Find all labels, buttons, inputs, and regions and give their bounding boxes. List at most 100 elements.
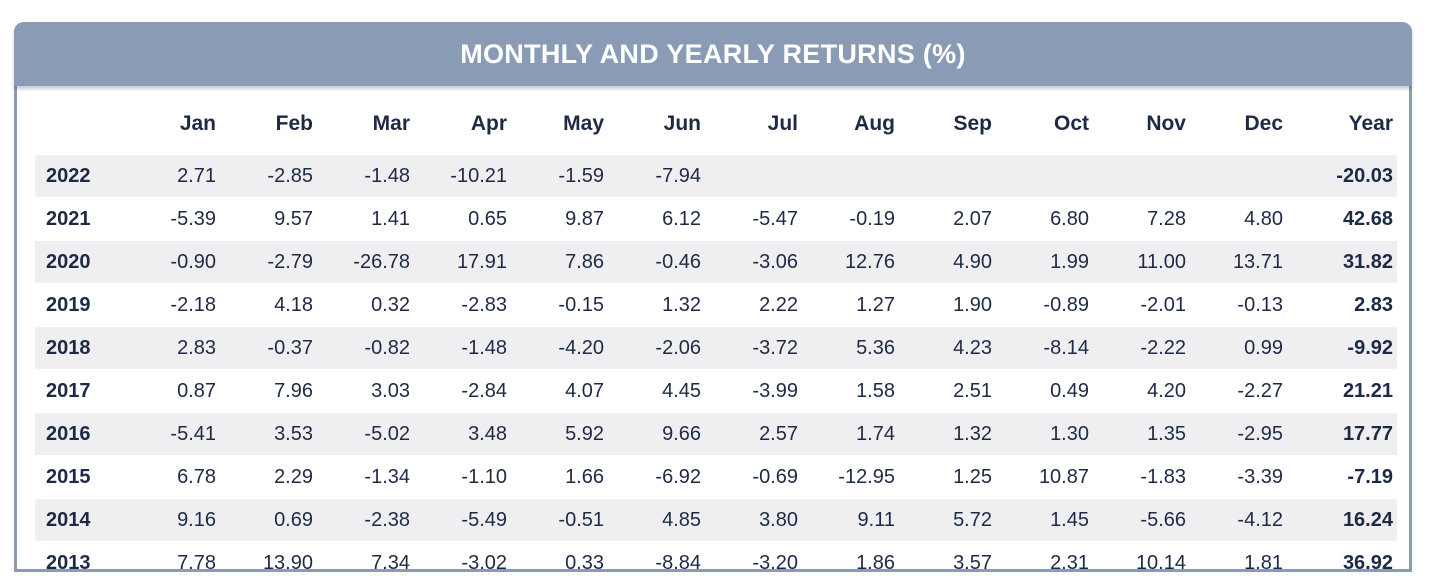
monthly-return-cell: 13.90 [220,541,317,585]
monthly-return-cell: 3.80 [705,498,802,542]
monthly-return-cell: 2.29 [220,455,317,499]
monthly-return-cell: -8.84 [608,541,705,585]
monthly-return-cell: 1.81 [1190,541,1287,585]
monthly-return-cell: -0.13 [1190,283,1287,327]
table-row: 2020 -0.90 -2.79 -26.78 17.91 7.86 -0.46 -3.06 1… [35,240,1397,284]
monthly-return-cell [1190,154,1287,198]
monthly-return-cell: -1.10 [414,455,511,499]
row-year-label: 2015 [35,455,123,499]
yearly-return-cell: -20.03 [1287,154,1397,198]
monthly-return-cell: 1.32 [608,283,705,327]
column-header-nov: Nov [1146,111,1186,135]
monthly-return-cell: -2.01 [1093,283,1190,327]
column-header-may: May [563,111,604,135]
monthly-return-cell: -4.12 [1190,498,1287,542]
monthly-return-cell: 1.58 [802,369,899,413]
monthly-return-cell: -7.94 [608,154,705,198]
monthly-return-cell: -2.84 [414,369,511,413]
monthly-return-cell: 2.07 [899,197,996,241]
column-header-apr: Apr [470,111,507,135]
monthly-return-cell: -5.47 [705,197,802,241]
monthly-return-cell: -1.83 [1093,455,1190,499]
column-header-sep: Sep [953,111,992,135]
yearly-return-cell: 2.83 [1287,283,1397,327]
monthly-return-cell: 10.87 [996,455,1093,499]
monthly-return-cell [1093,154,1190,198]
returns-table: Jan Feb Mar Apr May Jun Jul Aug Sep Oct … [35,93,1397,585]
yearly-return-cell: 16.24 [1287,498,1397,542]
monthly-return-cell: -0.90 [123,240,220,284]
header-row: Jan Feb Mar Apr May Jun Jul Aug Sep Oct … [35,93,1397,155]
monthly-return-cell: 1.32 [899,412,996,456]
monthly-return-cell: -4.20 [511,326,608,370]
row-year-label: 2022 [35,154,123,198]
table-row: 2014 9.16 0.69 -2.38 -5.49 -0.51 4.85 3.80 9.11 5… [35,498,1397,542]
monthly-return-cell: -3.20 [705,541,802,585]
column-header-feb: Feb [275,111,313,135]
monthly-return-cell: -3.02 [414,541,511,585]
table-row: 2017 0.87 7.96 3.03 -2.84 4.07 4.45 -3.99 1.58 2.… [35,369,1397,413]
monthly-return-cell: -3.72 [705,326,802,370]
table-row: 2022 2.71 -2.85 -1.48 -10.21 -1.59 -7.94 -20.03 [35,154,1397,198]
monthly-return-cell: 1.35 [1093,412,1190,456]
monthly-return-cell: 5.92 [511,412,608,456]
monthly-return-cell: -3.06 [705,240,802,284]
column-header-oct: Oct [1053,111,1089,135]
monthly-return-cell: -1.59 [511,154,608,198]
monthly-return-cell: -0.51 [511,498,608,542]
table-row: 2015 6.78 2.29 -1.34 -1.10 1.66 -6.92 -0.69 -12.… [35,455,1397,499]
monthly-return-cell: -0.37 [220,326,317,370]
row-year-label: 2013 [35,541,123,585]
table-header: Jan Feb Mar Apr May Jun Jul Aug Sep Oct … [35,93,1397,155]
monthly-return-cell: 2.57 [705,412,802,456]
monthly-return-cell: 4.45 [608,369,705,413]
monthly-return-cell: 9.87 [511,197,608,241]
monthly-return-cell: 7.34 [317,541,414,585]
row-year-label: 2019 [35,283,123,327]
monthly-return-cell: 1.27 [802,283,899,327]
table-title: MONTHLY AND YEARLY RETURNS (%) [14,22,1412,86]
monthly-return-cell [705,154,802,198]
yearly-return-cell: 42.68 [1287,197,1397,241]
column-header-dec: Dec [1244,111,1283,135]
monthly-return-cell: 6.78 [123,455,220,499]
monthly-return-cell: 17.91 [414,240,511,284]
monthly-return-cell: -5.39 [123,197,220,241]
monthly-return-cell: 1.41 [317,197,414,241]
yearly-return-cell: 31.82 [1287,240,1397,284]
monthly-return-cell: -2.95 [1190,412,1287,456]
monthly-return-cell: 5.72 [899,498,996,542]
monthly-return-cell: 1.86 [802,541,899,585]
row-year-label: 2017 [35,369,123,413]
monthly-return-cell: -5.66 [1093,498,1190,542]
monthly-return-cell: -0.82 [317,326,414,370]
monthly-return-cell: 1.25 [899,455,996,499]
monthly-return-cell: -5.02 [317,412,414,456]
monthly-return-cell: 2.22 [705,283,802,327]
monthly-return-cell: 3.57 [899,541,996,585]
monthly-return-cell: 2.31 [996,541,1093,585]
yearly-return-cell: 21.21 [1287,369,1397,413]
yearly-return-cell: -9.92 [1287,326,1397,370]
monthly-return-cell: 6.12 [608,197,705,241]
monthly-return-cell: 9.16 [123,498,220,542]
column-header-jun: Jun [663,111,701,135]
monthly-return-cell: -8.14 [996,326,1093,370]
monthly-return-cell: 4.20 [1093,369,1190,413]
monthly-return-cell: 0.32 [317,283,414,327]
monthly-return-cell: 4.18 [220,283,317,327]
monthly-return-cell: -3.39 [1190,455,1287,499]
yearly-return-cell: 17.77 [1287,412,1397,456]
column-header-aug: Aug [854,111,895,135]
monthly-return-cell: 4.23 [899,326,996,370]
monthly-return-cell: 7.96 [220,369,317,413]
monthly-return-cell: -2.79 [220,240,317,284]
yearly-return-cell: 36.92 [1287,541,1397,585]
row-year-label: 2020 [35,240,123,284]
monthly-return-cell: 3.03 [317,369,414,413]
monthly-return-cell: 0.33 [511,541,608,585]
column-header-mar: Mar [372,111,410,135]
monthly-return-cell: -2.18 [123,283,220,327]
yearly-return-cell: -7.19 [1287,455,1397,499]
monthly-return-cell: 2.71 [123,154,220,198]
